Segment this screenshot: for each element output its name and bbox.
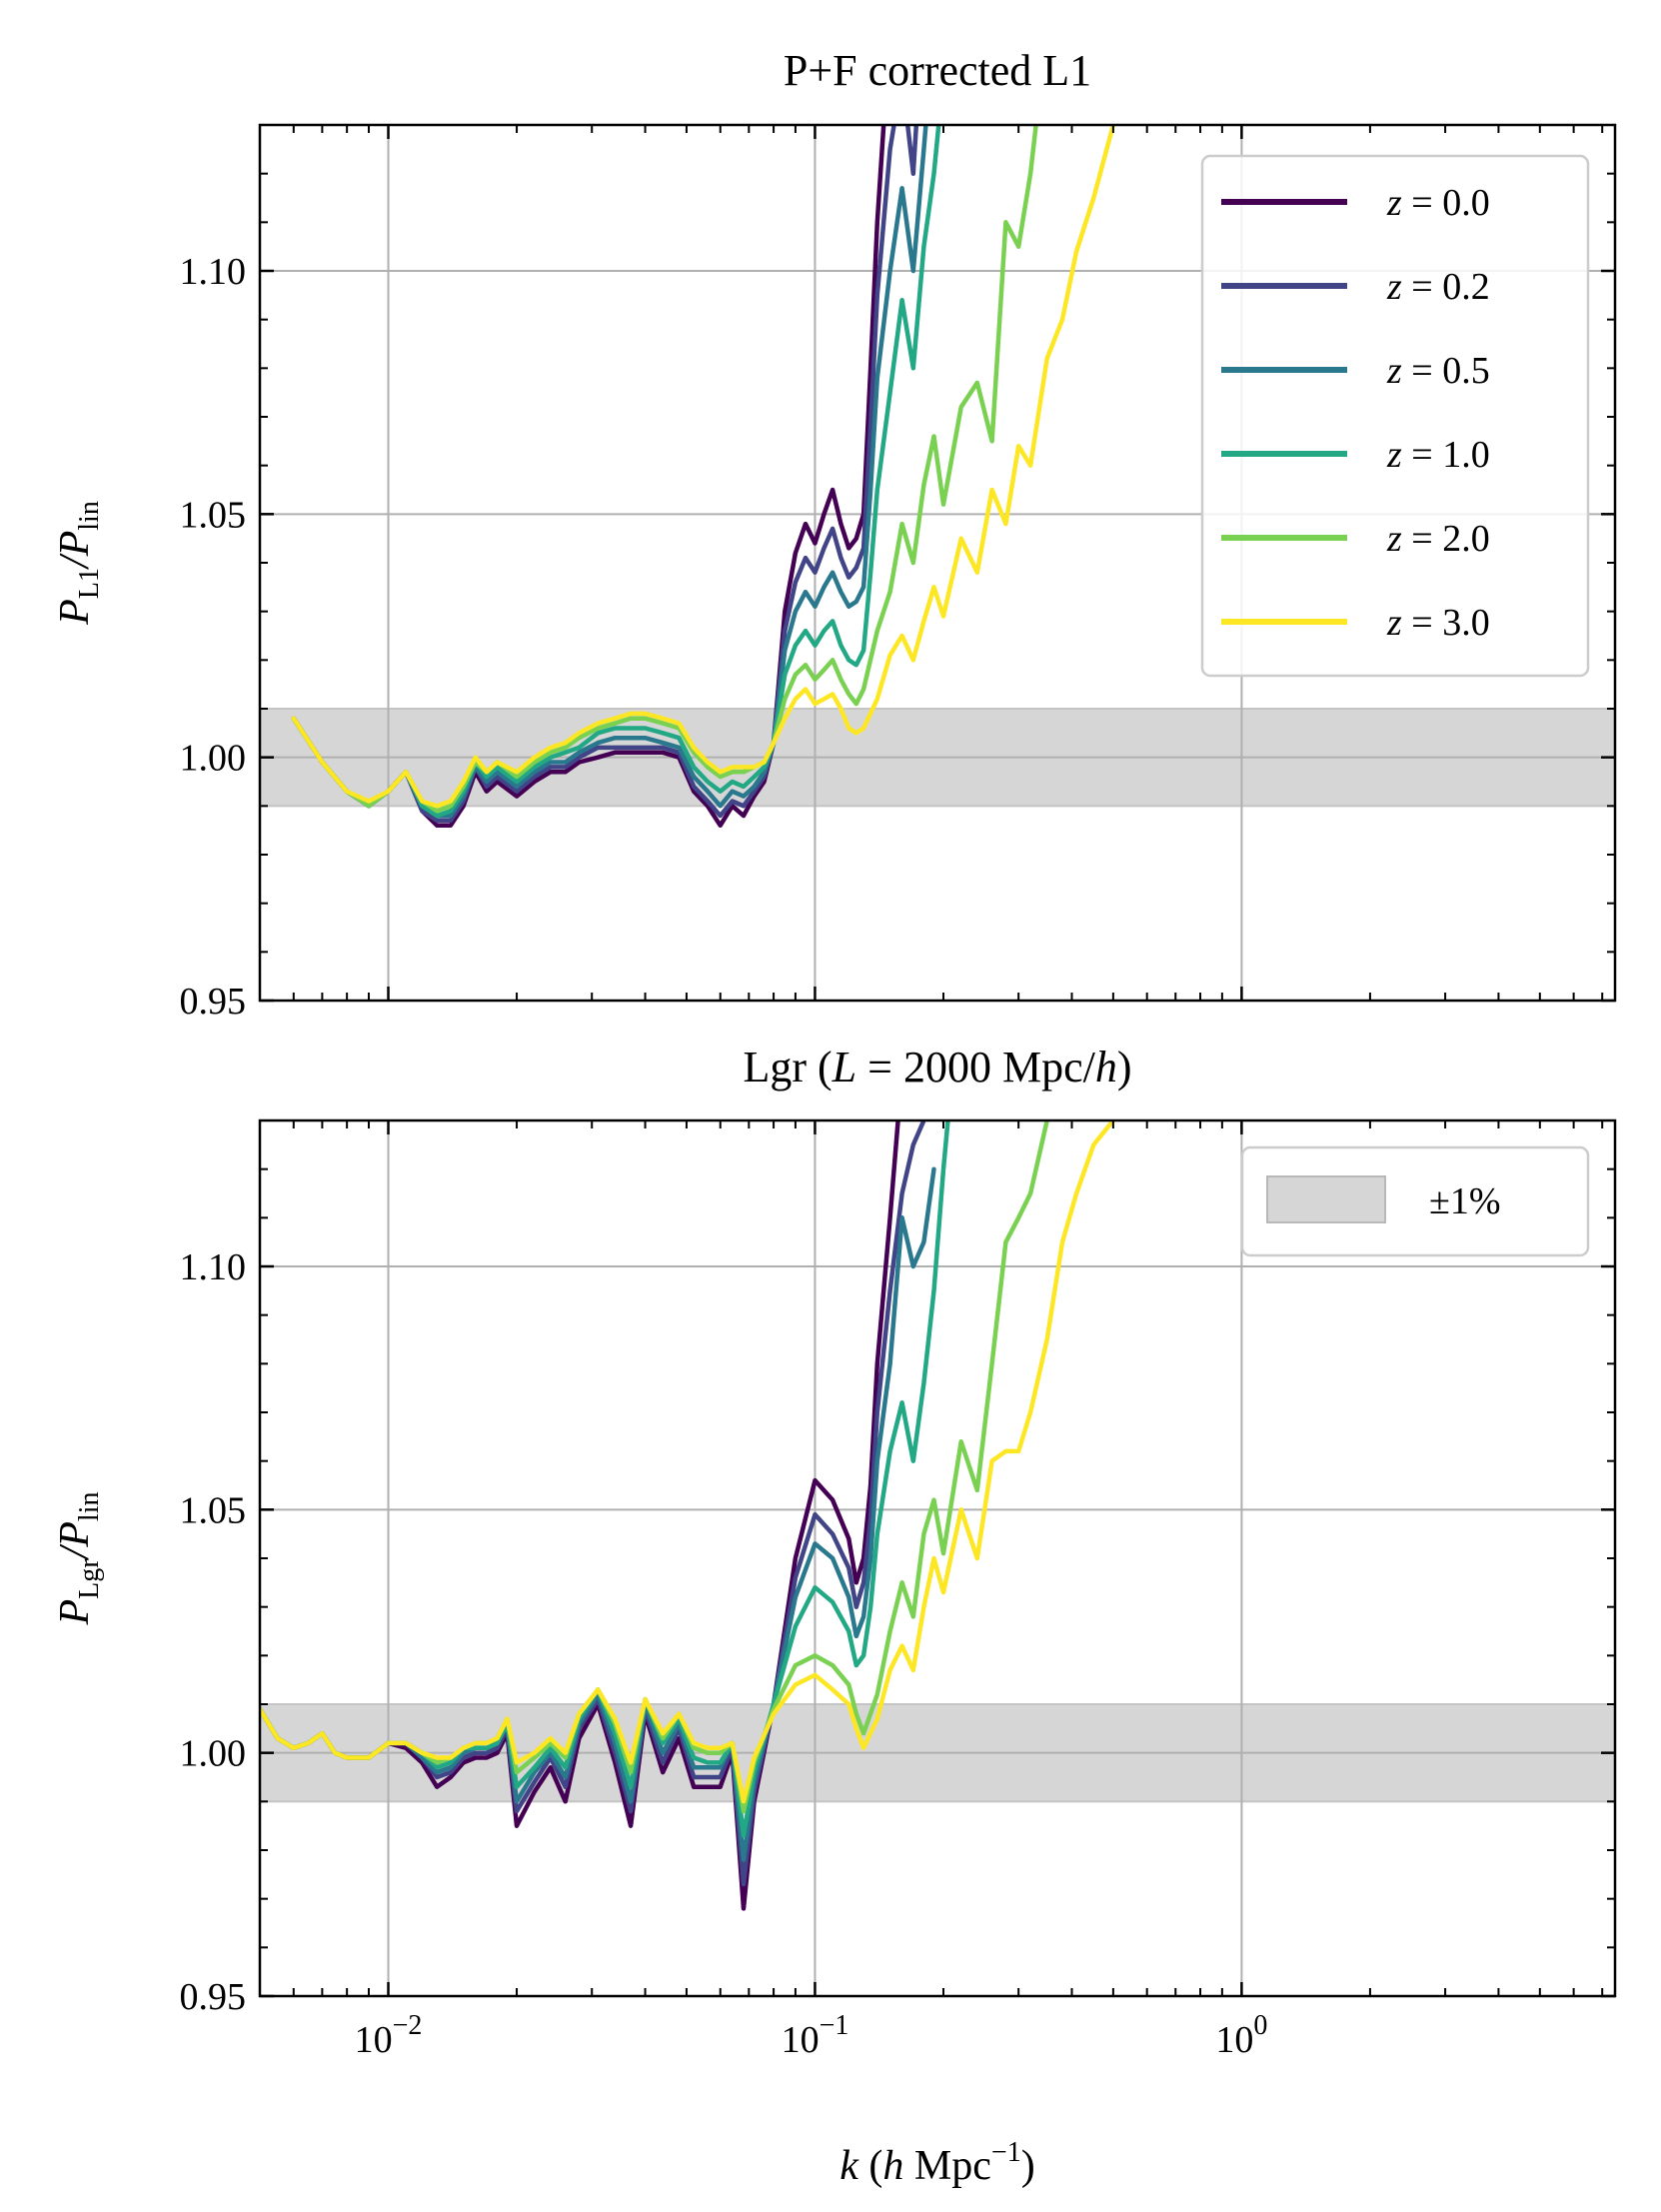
series-lines bbox=[291, 125, 1116, 829]
x-ticks bbox=[259, 125, 1604, 1001]
y-tick-label: 1.05 bbox=[180, 1489, 247, 1531]
y-tick-label: 0.95 bbox=[180, 981, 247, 1023]
panel-top-title: P+F corrected L1 bbox=[784, 46, 1091, 95]
panel-bottom-title: Lgr (L = 2000 Mpc/h) bbox=[743, 1043, 1131, 1092]
y-tick-label: 1.00 bbox=[180, 1733, 247, 1775]
legend-band-swatch bbox=[1266, 1175, 1386, 1223]
x-axis-label: k (h Mpc−1) bbox=[839, 2137, 1034, 2189]
x-tick-label: 100 bbox=[1215, 2010, 1267, 2061]
axes-frame bbox=[258, 123, 1617, 1003]
series-line-z1.0 bbox=[291, 125, 941, 819]
series-line-z3.0 bbox=[260, 1120, 1116, 1804]
y-axis-label: PLgr/Plin bbox=[52, 1492, 105, 1626]
legend-label: z = 0.5 bbox=[1386, 350, 1490, 392]
legend-label: z = 0.0 bbox=[1386, 182, 1490, 224]
legend-label: z = 2.0 bbox=[1386, 518, 1490, 560]
series-line-z3.0 bbox=[291, 125, 1116, 809]
x-tick-label: 10−2 bbox=[355, 2010, 423, 2061]
series-line-z0.2 bbox=[291, 125, 919, 824]
series-lines bbox=[260, 1120, 1116, 1911]
y-tick-label: 1.10 bbox=[180, 251, 247, 293]
panel-bottom: Lgr (L = 2000 Mpc/h) 0.95 1.00 1.05 1.10 10… bbox=[52, 1043, 1617, 2189]
legend-label: z = 3.0 bbox=[1386, 602, 1490, 644]
series-line-z0.5 bbox=[291, 125, 928, 819]
axes-frame bbox=[258, 1118, 1617, 1998]
legend: z = 0.0 z = 0.2 z = 0.5 z = 1.0 z = 2.0 z = 3… bbox=[1200, 154, 1590, 678]
legend-band-label: ±1% bbox=[1429, 1180, 1501, 1222]
panel-top: P+F corrected L1 0.95 1.00 1.05 1.10 PL1/Pl… bbox=[52, 46, 1617, 1023]
x-ticks: 10−2 10−1 100 bbox=[259, 1120, 1604, 2061]
y-tick-label: 1.10 bbox=[180, 1246, 247, 1288]
legend-label: z = 0.2 bbox=[1386, 266, 1490, 308]
y-ticks: 0.95 1.00 1.05 1.10 bbox=[180, 124, 1615, 1023]
y-axis-label: PL1/Plin bbox=[52, 501, 105, 626]
legend-label: z = 1.0 bbox=[1386, 434, 1490, 476]
y-tick-label: 1.05 bbox=[180, 494, 247, 536]
x-tick-label: 10−1 bbox=[782, 2010, 849, 2061]
series-line-z2.0 bbox=[291, 125, 1038, 814]
y-ticks: 0.95 1.00 1.05 1.10 bbox=[180, 1119, 1615, 2018]
series-line-z0.0 bbox=[291, 125, 886, 829]
legend: ±1% bbox=[1240, 1145, 1590, 1257]
y-tick-label: 1.00 bbox=[180, 738, 247, 780]
y-tick-label: 0.95 bbox=[180, 1976, 247, 2018]
